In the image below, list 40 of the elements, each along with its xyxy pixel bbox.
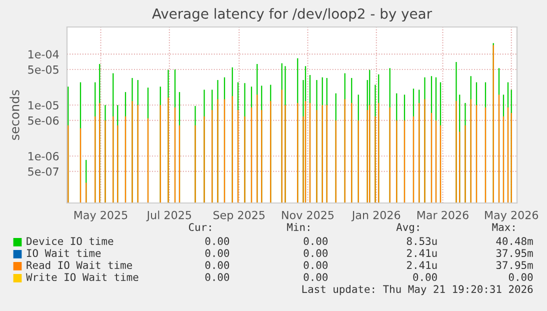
text: Max:: [492, 223, 514, 232]
x-tick-label: May 2026: [485, 210, 538, 222]
text: Min:: [287, 222, 310, 231]
text: 0.00: [508, 273, 533, 282]
text: 0.00: [205, 237, 230, 246]
text: Cur:: [188, 223, 211, 232]
text: 0.00: [304, 273, 328, 282]
y-tick-label: 5e-07: [28, 167, 58, 176]
text: 0.00: [205, 273, 230, 282]
text: 0.00: [413, 273, 437, 282]
x-tick-label: May 2025: [74, 210, 128, 222]
text: 2.41u: [407, 261, 437, 270]
text: 40.48m: [496, 237, 533, 246]
text: 37.95m: [496, 261, 533, 270]
legend-label: Device IO time: [26, 236, 114, 246]
y-axis-title: seconds: [10, 90, 20, 140]
x-tick-label: Nov 2025: [282, 210, 334, 220]
legend-label: Read IO Wait time: [26, 260, 132, 270]
text: 0.00: [205, 261, 230, 270]
y-tick-label: 1e-06: [28, 152, 59, 160]
text: 8.53u: [406, 237, 437, 246]
chart-title: Average latency for /dev/loop2 - by year: [152, 8, 432, 22]
x-tick-label: Jan 2026: [351, 210, 400, 222]
legend-label: IO Wait time: [27, 248, 101, 258]
text: 0.00: [304, 261, 328, 270]
y-tick-label: 1e-04: [28, 50, 59, 58]
x-tick-label: Mar 2026: [417, 210, 468, 220]
y-tick-label: 5e-06: [28, 116, 59, 125]
text: 0.00: [304, 249, 328, 258]
x-tick-label: Sep 2025: [213, 210, 265, 222]
text: 2.41u: [407, 249, 437, 258]
text: Avg:: [396, 223, 419, 234]
text: 37.95m: [496, 249, 533, 258]
x-tick-label: Jul 2025: [146, 210, 192, 222]
text: 0.00: [205, 249, 230, 258]
text: Last update: Thu May 21 19:20:31 2026: [302, 284, 533, 296]
legend-label: Write IO Wait time: [26, 272, 138, 282]
text: 0.00: [304, 237, 328, 246]
y-tick-label: 5e-05: [28, 65, 58, 74]
y-tick-label: 1e-05: [28, 101, 58, 110]
